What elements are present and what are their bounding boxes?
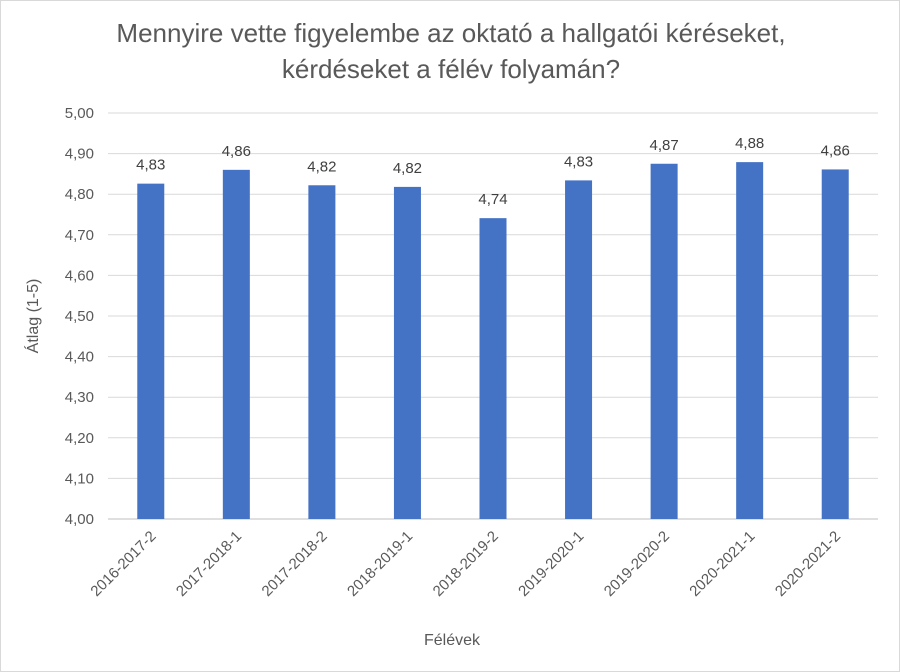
bar [479,218,507,520]
x-tick-label: 2018-2019-1 [344,528,416,600]
y-tick-label: 5,00 [65,105,94,122]
y-tick-label: 4,80 [65,186,94,203]
bar [137,183,165,520]
x-tick-label: 2020-2021-1 [686,528,758,600]
bar [736,162,764,519]
data-labels: 4,83 4,86 4,82 4,82 4,74 4,83 4,87 4,88 4,86 [136,135,850,208]
y-axis-title: Átlag (1-5) [23,279,42,354]
x-tick-label: 2017-2018-1 [173,528,245,600]
data-label: 4,74 [478,191,507,208]
y-tick-label: 4,00 [65,511,94,528]
bar [393,186,421,519]
x-axis-title: Félévek [424,632,481,649]
y-tick-label: 4,60 [65,267,94,284]
chart-title-line-2: kérdéseket a félév folyamán? [281,54,621,84]
x-tick-label: 2019-2020-1 [515,528,587,600]
data-label: 4,86 [222,143,251,160]
bars [137,162,849,520]
x-tick-label: 2018-2019-2 [430,528,502,600]
data-label: 4,87 [650,137,679,154]
bar [821,169,849,519]
bar [565,180,593,519]
bar [222,169,250,519]
x-axis-ticks: 2016-2017-2 2017-2018-1 2017-2018-2 2018-20… [87,528,844,600]
x-tick-label: 2017-2018-2 [259,528,331,600]
data-label: 4,88 [735,135,764,152]
x-tick-label: 2020-2021-2 [772,528,844,600]
y-axis-ticks: 4,00 4,10 4,20 4,30 4,40 4,50 4,60 4,70 4,80 4,90… [65,105,94,528]
y-tick-label: 4,10 [65,470,94,487]
y-tick-label: 4,70 [65,227,94,244]
bar [650,163,678,519]
x-tick-label: 2019-2020-2 [601,528,673,600]
data-label: 4,82 [307,158,336,175]
bar [308,185,336,519]
y-tick-label: 4,50 [65,308,94,325]
data-label: 4,86 [821,142,850,159]
chart-title: Mennyire vette figyelembe az oktató a ha… [1,15,900,87]
y-tick-label: 4,40 [65,349,94,366]
y-tick-label: 4,20 [65,430,94,447]
y-tick-label: 4,90 [65,146,94,163]
data-label: 4,82 [393,160,422,177]
y-tick-label: 4,30 [65,389,94,406]
data-label: 4,83 [564,153,593,170]
chart-title-line-1: Mennyire vette figyelembe az oktató a ha… [116,18,786,48]
x-tick-label: 2016-2017-2 [87,528,159,600]
data-label: 4,83 [136,157,165,174]
